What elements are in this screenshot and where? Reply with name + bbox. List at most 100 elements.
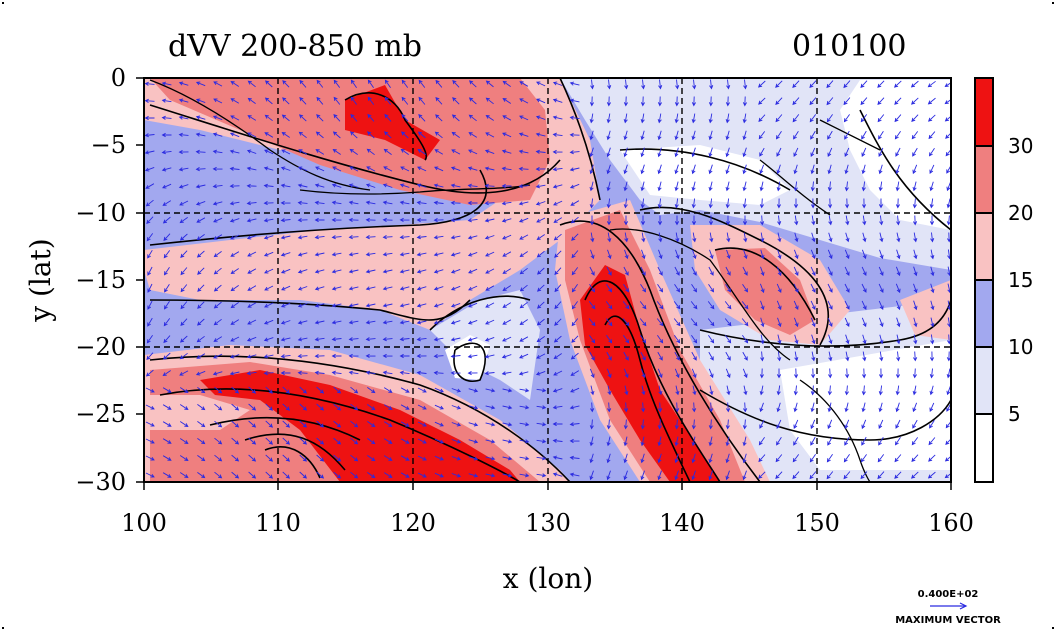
wind-vector [569,115,580,120]
wind-vector [623,284,630,293]
wind-vector [297,218,308,223]
wind-vector [896,249,901,260]
wind-vector [467,183,478,188]
wind-vector [297,337,308,342]
wind-vector [845,232,850,243]
wind-vector [314,286,325,291]
wind-vector [862,351,867,362]
wind-vector [518,166,529,171]
wind-vector [247,319,257,325]
wind-vector [162,216,171,224]
wind-vector [179,421,189,428]
wind-vector [912,181,917,192]
wind-vector [640,215,646,226]
wind-vector [332,166,342,172]
wind-vector [333,471,342,479]
wind-vector [894,437,901,446]
wind-vector [606,368,612,379]
wind-vector [333,454,342,462]
wind-vector [877,454,885,463]
wind-vector [553,353,562,360]
wind-vector [606,198,611,209]
wind-vector [674,266,680,276]
wind-vector [314,354,325,359]
wind-vector [569,472,580,477]
wind-vector [146,216,154,224]
wind-vector [725,96,730,107]
wind-vector [640,368,646,379]
wind-vector [793,164,798,175]
wind-vector [333,420,342,428]
wind-vector [569,132,580,137]
wind-vector [827,317,833,327]
wind-vector [606,436,611,447]
wind-vector [331,269,342,274]
wind-vector [569,455,580,460]
wind-vector [861,436,867,446]
wind-vector [434,404,444,410]
wind-vector [691,453,696,464]
wind-vector [860,80,868,88]
wind-vector [197,455,206,462]
wind-vector [147,300,153,310]
wind-vector [879,232,884,243]
wind-vector [793,181,798,192]
wind-vector [179,472,189,479]
wind-vector [708,164,713,175]
wind-vector [725,351,731,361]
wind-vector [589,215,595,226]
wind-vector [299,454,307,462]
shade-region-intense-north [345,85,440,160]
wind-vector [314,370,325,375]
wind-vector [213,284,222,292]
wind-vector [607,232,612,243]
wind-vector [230,285,239,292]
wind-vector [536,353,546,359]
wind-vector [843,471,851,480]
wind-vector [811,334,816,345]
wind-vector [485,80,494,88]
wind-vector [484,201,495,206]
wind-vector [844,402,849,413]
wind-vector [589,266,595,276]
wind-vector [178,115,189,120]
wind-vector [826,454,833,463]
wind-vector [467,371,478,376]
wind-vector [725,215,731,226]
wind-vector [350,403,359,411]
wind-vector [178,167,189,172]
wind-vector [519,473,530,478]
wind-vector [399,337,410,342]
wind-vector [213,98,223,104]
wind-vector [589,181,594,192]
wind-vector [861,419,867,430]
wind-vector [708,470,713,481]
wind-vector [179,370,189,376]
wind-vector [843,454,850,463]
wind-vector [860,97,868,106]
wind-vector [535,167,546,172]
wind-vector [365,183,376,188]
wind-vector [708,368,714,379]
wind-vector [810,283,816,293]
wind-vector [299,97,307,105]
wind-vector [759,368,764,379]
wind-vector [674,164,679,175]
wind-vector [691,368,697,379]
colorbar-swatch [975,213,993,280]
wind-vector [895,385,900,396]
wind-vector [827,147,833,157]
wind-vector [417,387,427,393]
wind-vector [331,200,342,205]
wind-vector [450,235,461,240]
wind-vector [589,96,594,107]
wind-vector [383,404,393,410]
wind-vector [692,232,697,243]
wind-vector [928,114,936,122]
wind-vector [299,420,307,428]
colorbar-swatch [975,280,993,347]
wind-vector [691,266,697,276]
wind-vector [878,164,883,175]
wind-vector [417,438,427,444]
wind-vector [399,303,410,308]
